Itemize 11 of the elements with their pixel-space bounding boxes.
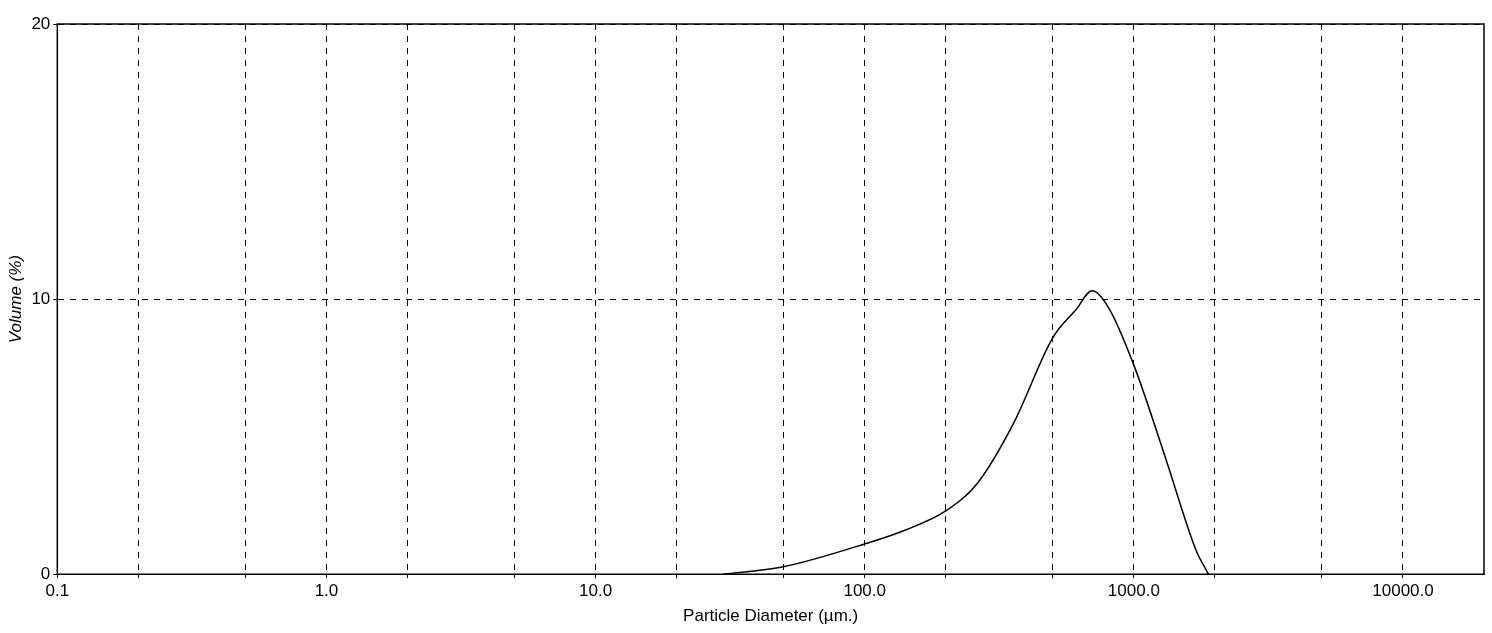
x-tick-label: 10000.0 [1372, 581, 1434, 601]
y-tick-label: 20 [31, 13, 51, 33]
x-tick-label: 0.1 [45, 581, 70, 601]
x-tick-label: 1.0 [314, 581, 339, 601]
x-tick-label: 1000.0 [1107, 581, 1160, 601]
x-tick-label: 100.0 [843, 581, 886, 601]
y-tick-label: 10 [31, 288, 51, 308]
y-axis-title: Volume (%) [5, 255, 25, 344]
x-axis-title: Particle Diameter (µm.) [683, 606, 859, 626]
x-tick-label: 10.0 [579, 581, 613, 601]
y-tick-label: 0 [40, 563, 51, 583]
